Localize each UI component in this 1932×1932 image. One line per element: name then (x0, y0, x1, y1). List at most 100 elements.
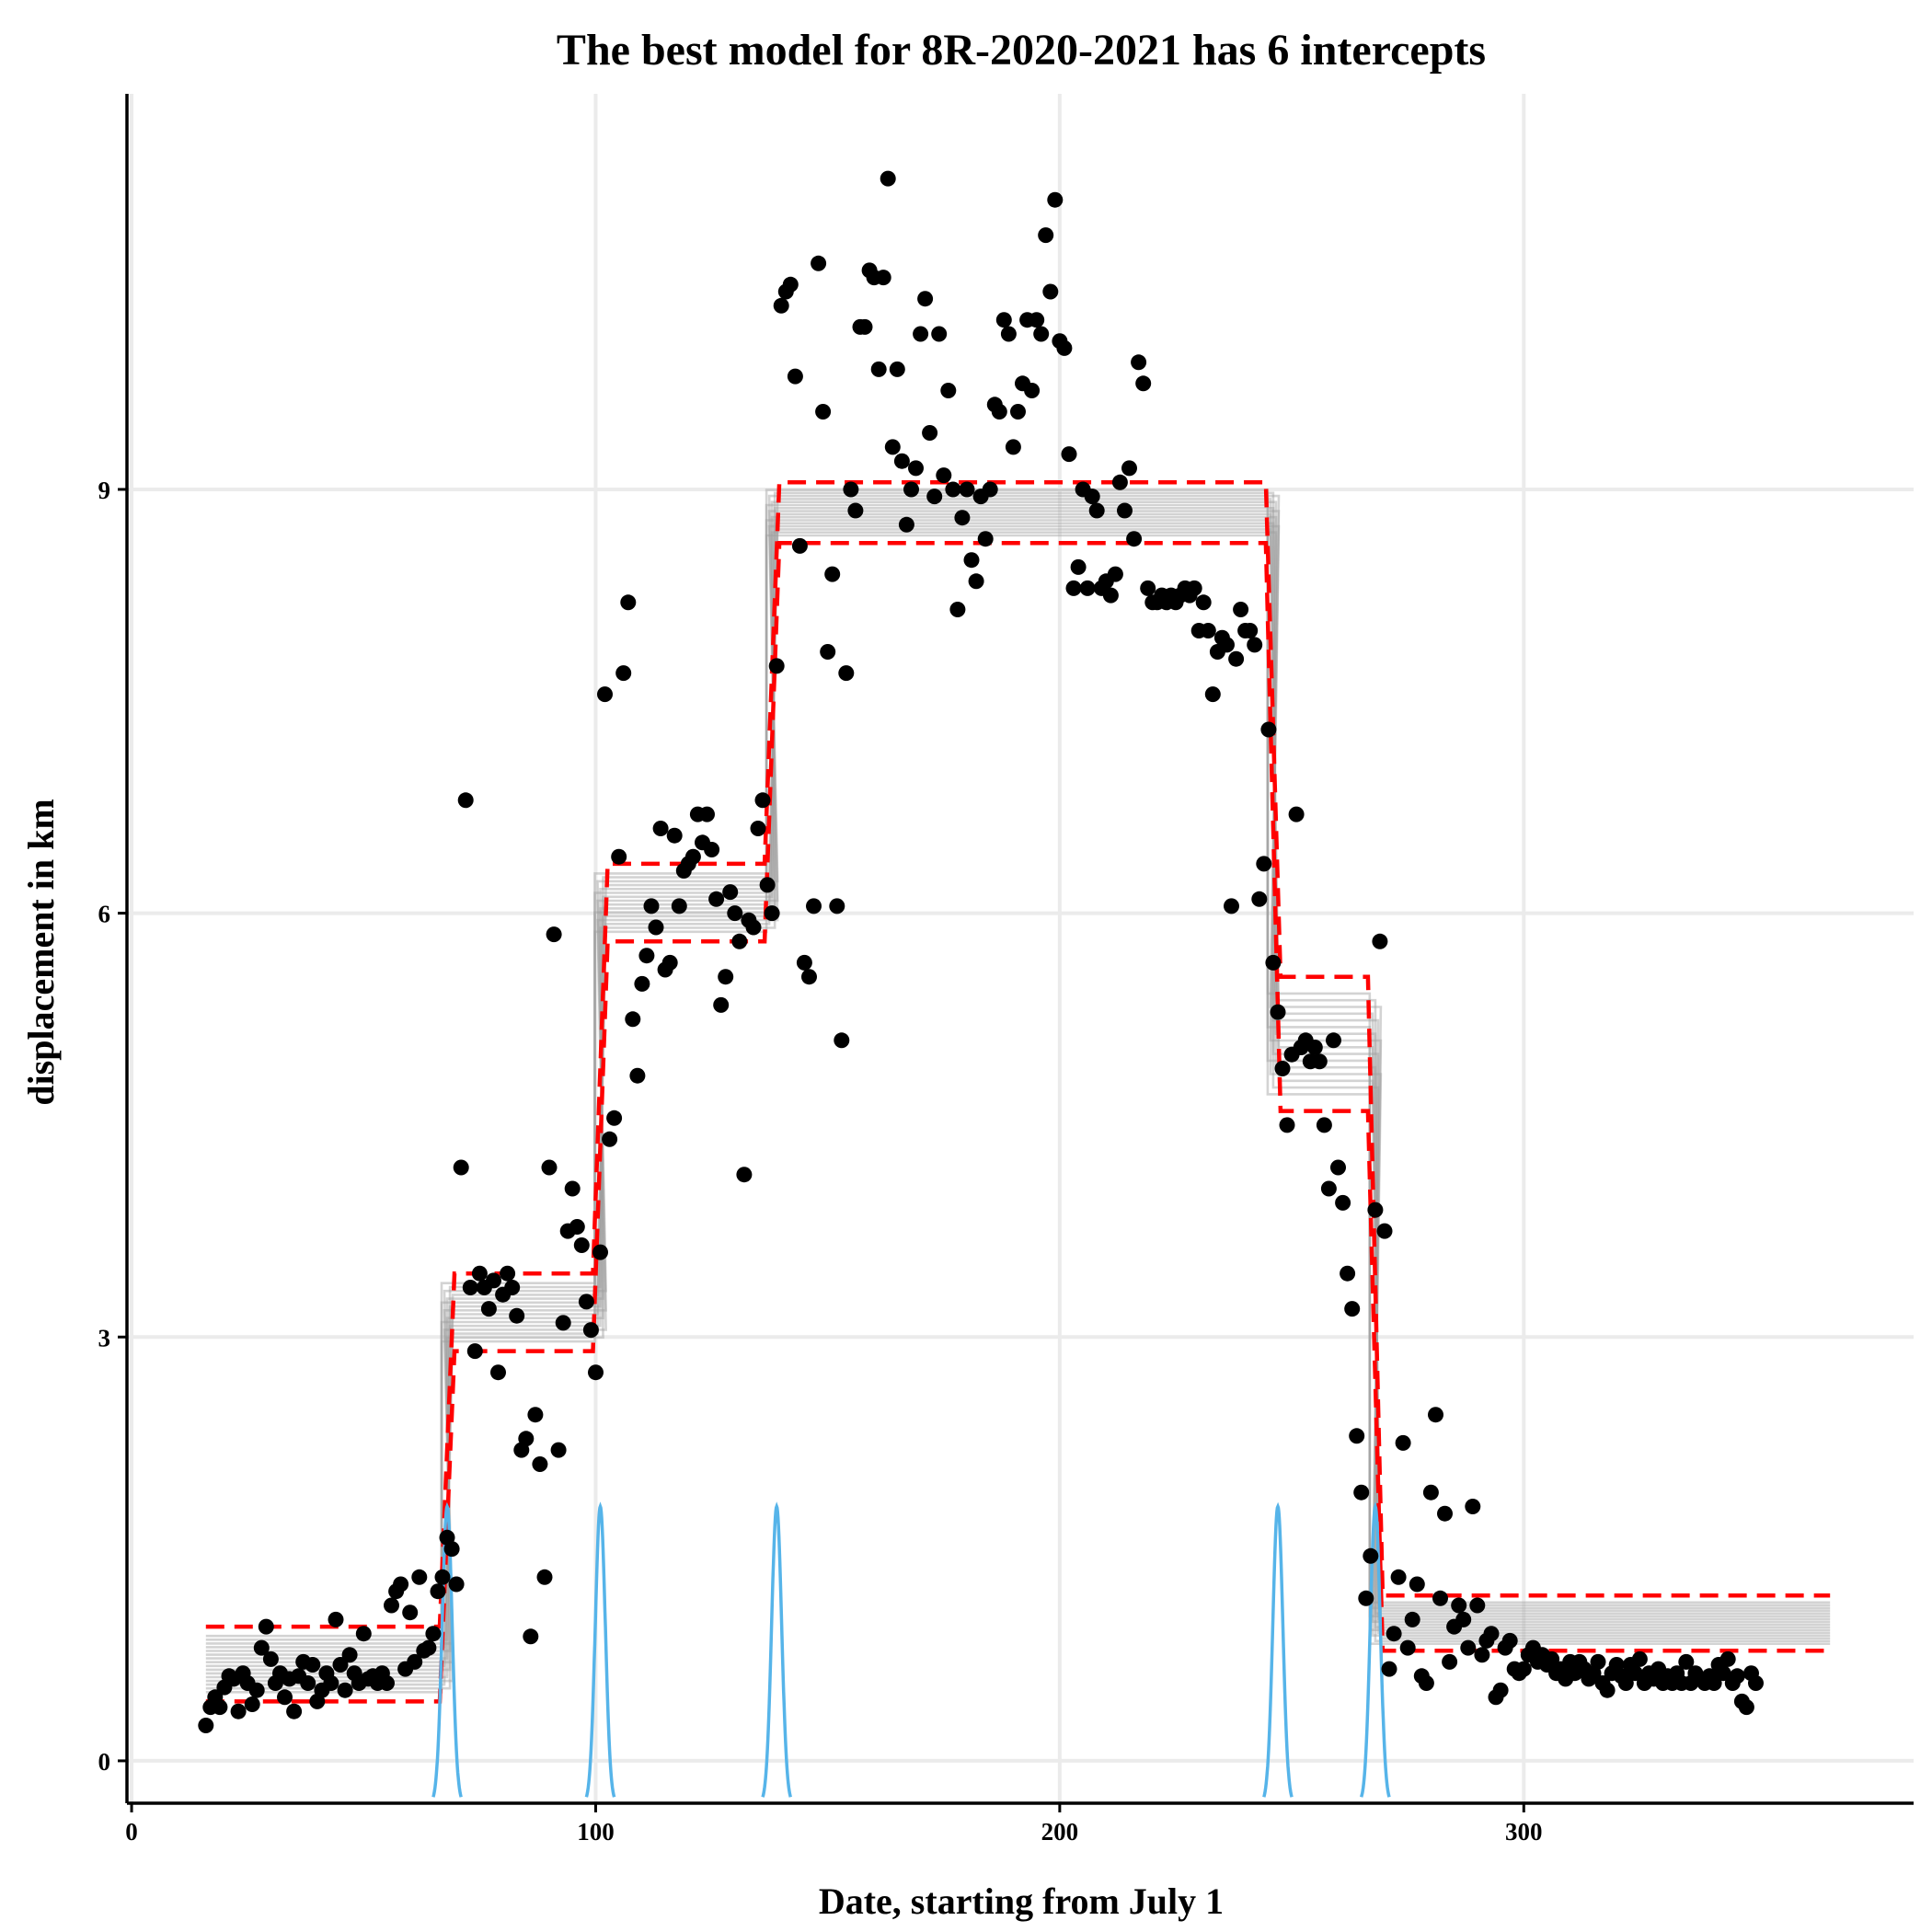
data-point (699, 806, 715, 822)
model-line (205, 534, 1831, 1694)
data-point (750, 821, 766, 836)
data-point (532, 1456, 548, 1472)
data-point (708, 891, 725, 907)
data-point (648, 919, 664, 936)
data-point (824, 566, 841, 582)
data-point (480, 1301, 497, 1317)
data-point (1465, 1499, 1481, 1514)
data-point (1738, 1699, 1754, 1716)
data-point (420, 1639, 437, 1656)
data-point (277, 1689, 293, 1706)
data-point (625, 1011, 641, 1028)
data-point (1748, 1675, 1764, 1691)
data-point (1358, 1590, 1374, 1606)
data-point (500, 1265, 516, 1282)
density-peak (1262, 1501, 1294, 1798)
data-point (198, 1718, 214, 1733)
data-point (1186, 580, 1202, 596)
credible-interval (205, 480, 1831, 1704)
data-point (954, 510, 971, 526)
data-point (857, 318, 873, 335)
data-point (462, 1280, 478, 1295)
data-point (1367, 1202, 1384, 1218)
x-tick-label: 200 (1041, 1818, 1079, 1846)
data-point (806, 898, 822, 914)
data-point (212, 1699, 228, 1716)
data-point (1599, 1682, 1616, 1698)
data-point (870, 361, 887, 377)
data-point (448, 1576, 465, 1593)
data-point (718, 969, 734, 985)
model-line (205, 498, 1831, 1649)
data-point (1088, 502, 1105, 519)
data-point (1483, 1626, 1500, 1642)
data-point (457, 792, 474, 809)
data-point (402, 1604, 419, 1621)
data-point (1386, 1626, 1402, 1642)
data-point (490, 1364, 506, 1381)
data-point (1079, 580, 1096, 596)
data-point (573, 1237, 590, 1253)
data-point (940, 383, 957, 398)
data-point (1390, 1569, 1407, 1585)
data-point (1363, 1547, 1379, 1564)
y-tick-label: 9 (98, 477, 111, 504)
data-point (555, 1315, 571, 1331)
data-point (1469, 1597, 1486, 1614)
data-point (1306, 1040, 1323, 1055)
data-point (1140, 580, 1156, 596)
data-point (1061, 446, 1077, 463)
data-point (704, 842, 720, 857)
data-point (736, 1167, 753, 1183)
data-point (550, 1442, 567, 1458)
data-point (1251, 891, 1268, 907)
data-point (509, 1307, 525, 1324)
data-point (791, 537, 808, 554)
data-point (982, 481, 998, 498)
data-point (977, 531, 994, 547)
x-tick-label: 0 (125, 1818, 138, 1846)
data-point (847, 502, 864, 519)
interval-lower (205, 541, 1831, 1704)
tick-labels: 0 100 200 300 0 3 6 9 (98, 477, 1543, 1846)
data-point (253, 1639, 270, 1656)
data-point (615, 665, 632, 682)
data-point (1200, 623, 1216, 638)
data-point (1340, 1265, 1356, 1282)
data-point (1353, 1484, 1370, 1501)
data-point (768, 658, 785, 674)
data-point (949, 602, 966, 617)
data-point (652, 821, 669, 836)
data-point (1111, 474, 1128, 490)
data-point (1288, 806, 1305, 822)
data-point (300, 1675, 316, 1691)
data-point (1719, 1650, 1736, 1667)
data-point (1219, 637, 1235, 653)
data-point (1344, 1301, 1361, 1317)
data-point (1131, 354, 1147, 371)
data-point (1492, 1682, 1509, 1698)
data-point (1195, 594, 1212, 611)
data-point (884, 439, 901, 455)
y-tick-label: 6 (98, 901, 111, 928)
data-point (875, 270, 891, 286)
data-point (1501, 1632, 1518, 1649)
x-tick-label: 300 (1505, 1818, 1543, 1846)
data-point (1460, 1639, 1477, 1656)
data-point (337, 1682, 353, 1698)
data-point (1627, 1665, 1643, 1682)
data-point (1029, 312, 1045, 328)
x-tick-label: 100 (577, 1818, 615, 1846)
data-point (1121, 460, 1137, 477)
data-point (434, 1569, 451, 1585)
data-point (661, 954, 678, 971)
data-point (1335, 1194, 1351, 1211)
data-point (1590, 1653, 1606, 1670)
data-point (1038, 227, 1054, 244)
data-point (305, 1657, 321, 1673)
data-point (1428, 1407, 1443, 1423)
data-point (1349, 1428, 1365, 1444)
data-point (588, 1364, 604, 1381)
data-point (471, 1265, 488, 1282)
data-point (248, 1682, 265, 1698)
